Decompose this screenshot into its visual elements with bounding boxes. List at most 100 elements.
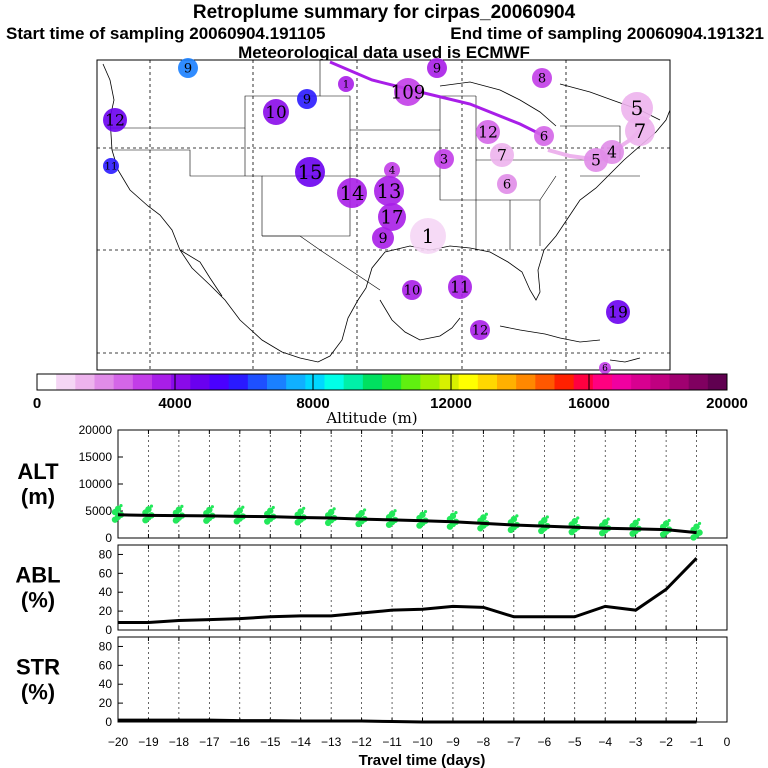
y-tick-label: 10000 — [79, 477, 113, 491]
y-tick-label: 20 — [99, 696, 113, 710]
y-tick-label: 40 — [99, 677, 113, 691]
altitude-point — [484, 512, 488, 516]
plume-label: 15 — [298, 161, 323, 184]
ylabel-abl: ABL — [15, 563, 60, 588]
colorbar-swatch — [152, 374, 172, 390]
panel-frame-str — [117, 636, 728, 723]
plume-circle — [338, 76, 354, 92]
colorbar-swatch — [113, 374, 134, 390]
x-tick-label: −2 — [659, 735, 673, 749]
altitude-point — [206, 506, 213, 514]
ylabel-str: STR — [16, 655, 60, 680]
start-time: Start time of sampling 20060904.191105 — [6, 24, 326, 43]
end-time: End time of sampling 20060904.191321 — [450, 24, 764, 43]
colorbar-swatch — [401, 374, 421, 390]
plume-label: 10 — [404, 284, 421, 299]
colorbar-swatch — [631, 374, 651, 390]
y-tick-label: 80 — [99, 547, 113, 561]
panel-frame-abl — [117, 544, 728, 631]
plume-label: 9 — [303, 93, 311, 108]
colorbar-tick-label: 0 — [33, 395, 41, 412]
y-tick-label: 20 — [99, 604, 113, 618]
x-tick-label: −15 — [260, 735, 281, 749]
x-tick-label: −10 — [412, 735, 433, 749]
plume-circle — [490, 143, 514, 167]
plume-label: 8 — [538, 72, 546, 87]
plume-label: 7 — [497, 146, 507, 164]
plume-circle — [263, 99, 289, 125]
x-tick-label: −7 — [507, 735, 521, 749]
altitude-point — [602, 519, 609, 526]
x-tick-label: −16 — [230, 735, 251, 749]
plume-trajectory — [329, 60, 549, 140]
x-tick-label: −17 — [199, 735, 220, 749]
x-tick-label: −3 — [629, 735, 643, 749]
x-tick-label: −4 — [598, 735, 612, 749]
colorbar-swatch — [650, 374, 670, 390]
x-tick-label: −1 — [690, 735, 704, 749]
x-tick-label: 0 — [724, 735, 731, 749]
altitude-point — [297, 508, 304, 515]
colorbar-swatch — [592, 374, 613, 390]
plume-circle — [394, 78, 422, 106]
altitude-point — [327, 508, 335, 516]
plume-label: 9 — [184, 62, 192, 77]
x-tick-label: −11 — [382, 735, 402, 749]
altitude-point — [693, 523, 700, 530]
time-series-panels: 20000150001000050000ALT(m)806040200ABL(%… — [15, 423, 730, 768]
altitude-point — [667, 518, 671, 523]
ylabel-alt: ALT — [17, 459, 59, 484]
altitude-point — [302, 506, 306, 510]
altitude-point — [606, 517, 610, 521]
plume-circle — [532, 68, 552, 88]
altitude-point — [114, 505, 122, 513]
altitude-point — [449, 512, 457, 520]
x-tick-label: −18 — [169, 735, 190, 749]
plume-circle — [103, 158, 119, 174]
series-line-str — [118, 718, 697, 724]
altitude-point — [454, 511, 458, 515]
ylabel-unit-str: (%) — [21, 680, 55, 705]
plume-circle — [448, 275, 472, 299]
plume-label: 11 — [104, 161, 117, 173]
x-tick-label: −19 — [138, 735, 159, 749]
y-tick-label: 5000 — [85, 504, 112, 518]
y-tick-label: 40 — [99, 585, 113, 599]
plume-label: 1 — [343, 79, 350, 91]
colorbar-swatch — [267, 374, 287, 390]
plume-label: 4 — [607, 143, 617, 161]
colorbar-swatch — [362, 374, 383, 390]
map-grid — [97, 60, 670, 370]
altitude-point — [571, 518, 578, 525]
x-axis-title: Travel time (days) — [359, 752, 486, 768]
altitude-point — [545, 515, 549, 519]
plume-circle — [427, 58, 447, 78]
altitude-point — [210, 505, 214, 509]
altitude-point — [388, 510, 396, 518]
altitude-point — [358, 509, 365, 517]
colorbar-tick-label: 4000 — [158, 395, 191, 412]
plume-label: 17 — [380, 207, 403, 228]
altitude-colorbar: 0 4000 8000 12000 16000 20000 Altitude (m) — [33, 373, 748, 427]
plume-circle — [295, 157, 325, 187]
x-tick-label: −14 — [291, 735, 312, 749]
altitude-point — [236, 507, 243, 514]
colorbar-swatch — [343, 374, 364, 390]
plume-label: 109 — [391, 82, 426, 103]
ylabel-unit-alt: (m) — [21, 484, 55, 509]
x-tick-label: −6 — [537, 735, 551, 749]
plume-circle — [600, 140, 624, 164]
series-line-alt — [117, 513, 697, 535]
altitude-point — [149, 504, 154, 508]
colorbar-swatch — [171, 374, 191, 390]
altitude-point — [576, 516, 580, 520]
plume-label: 5 — [631, 96, 644, 120]
colorbar-swatch — [286, 374, 306, 390]
altitude-point — [423, 509, 428, 514]
plume-label: 6 — [503, 178, 511, 193]
x-tick-label: −8 — [477, 735, 491, 749]
x-tick-label: −5 — [568, 735, 582, 749]
altitude-point — [632, 519, 639, 527]
